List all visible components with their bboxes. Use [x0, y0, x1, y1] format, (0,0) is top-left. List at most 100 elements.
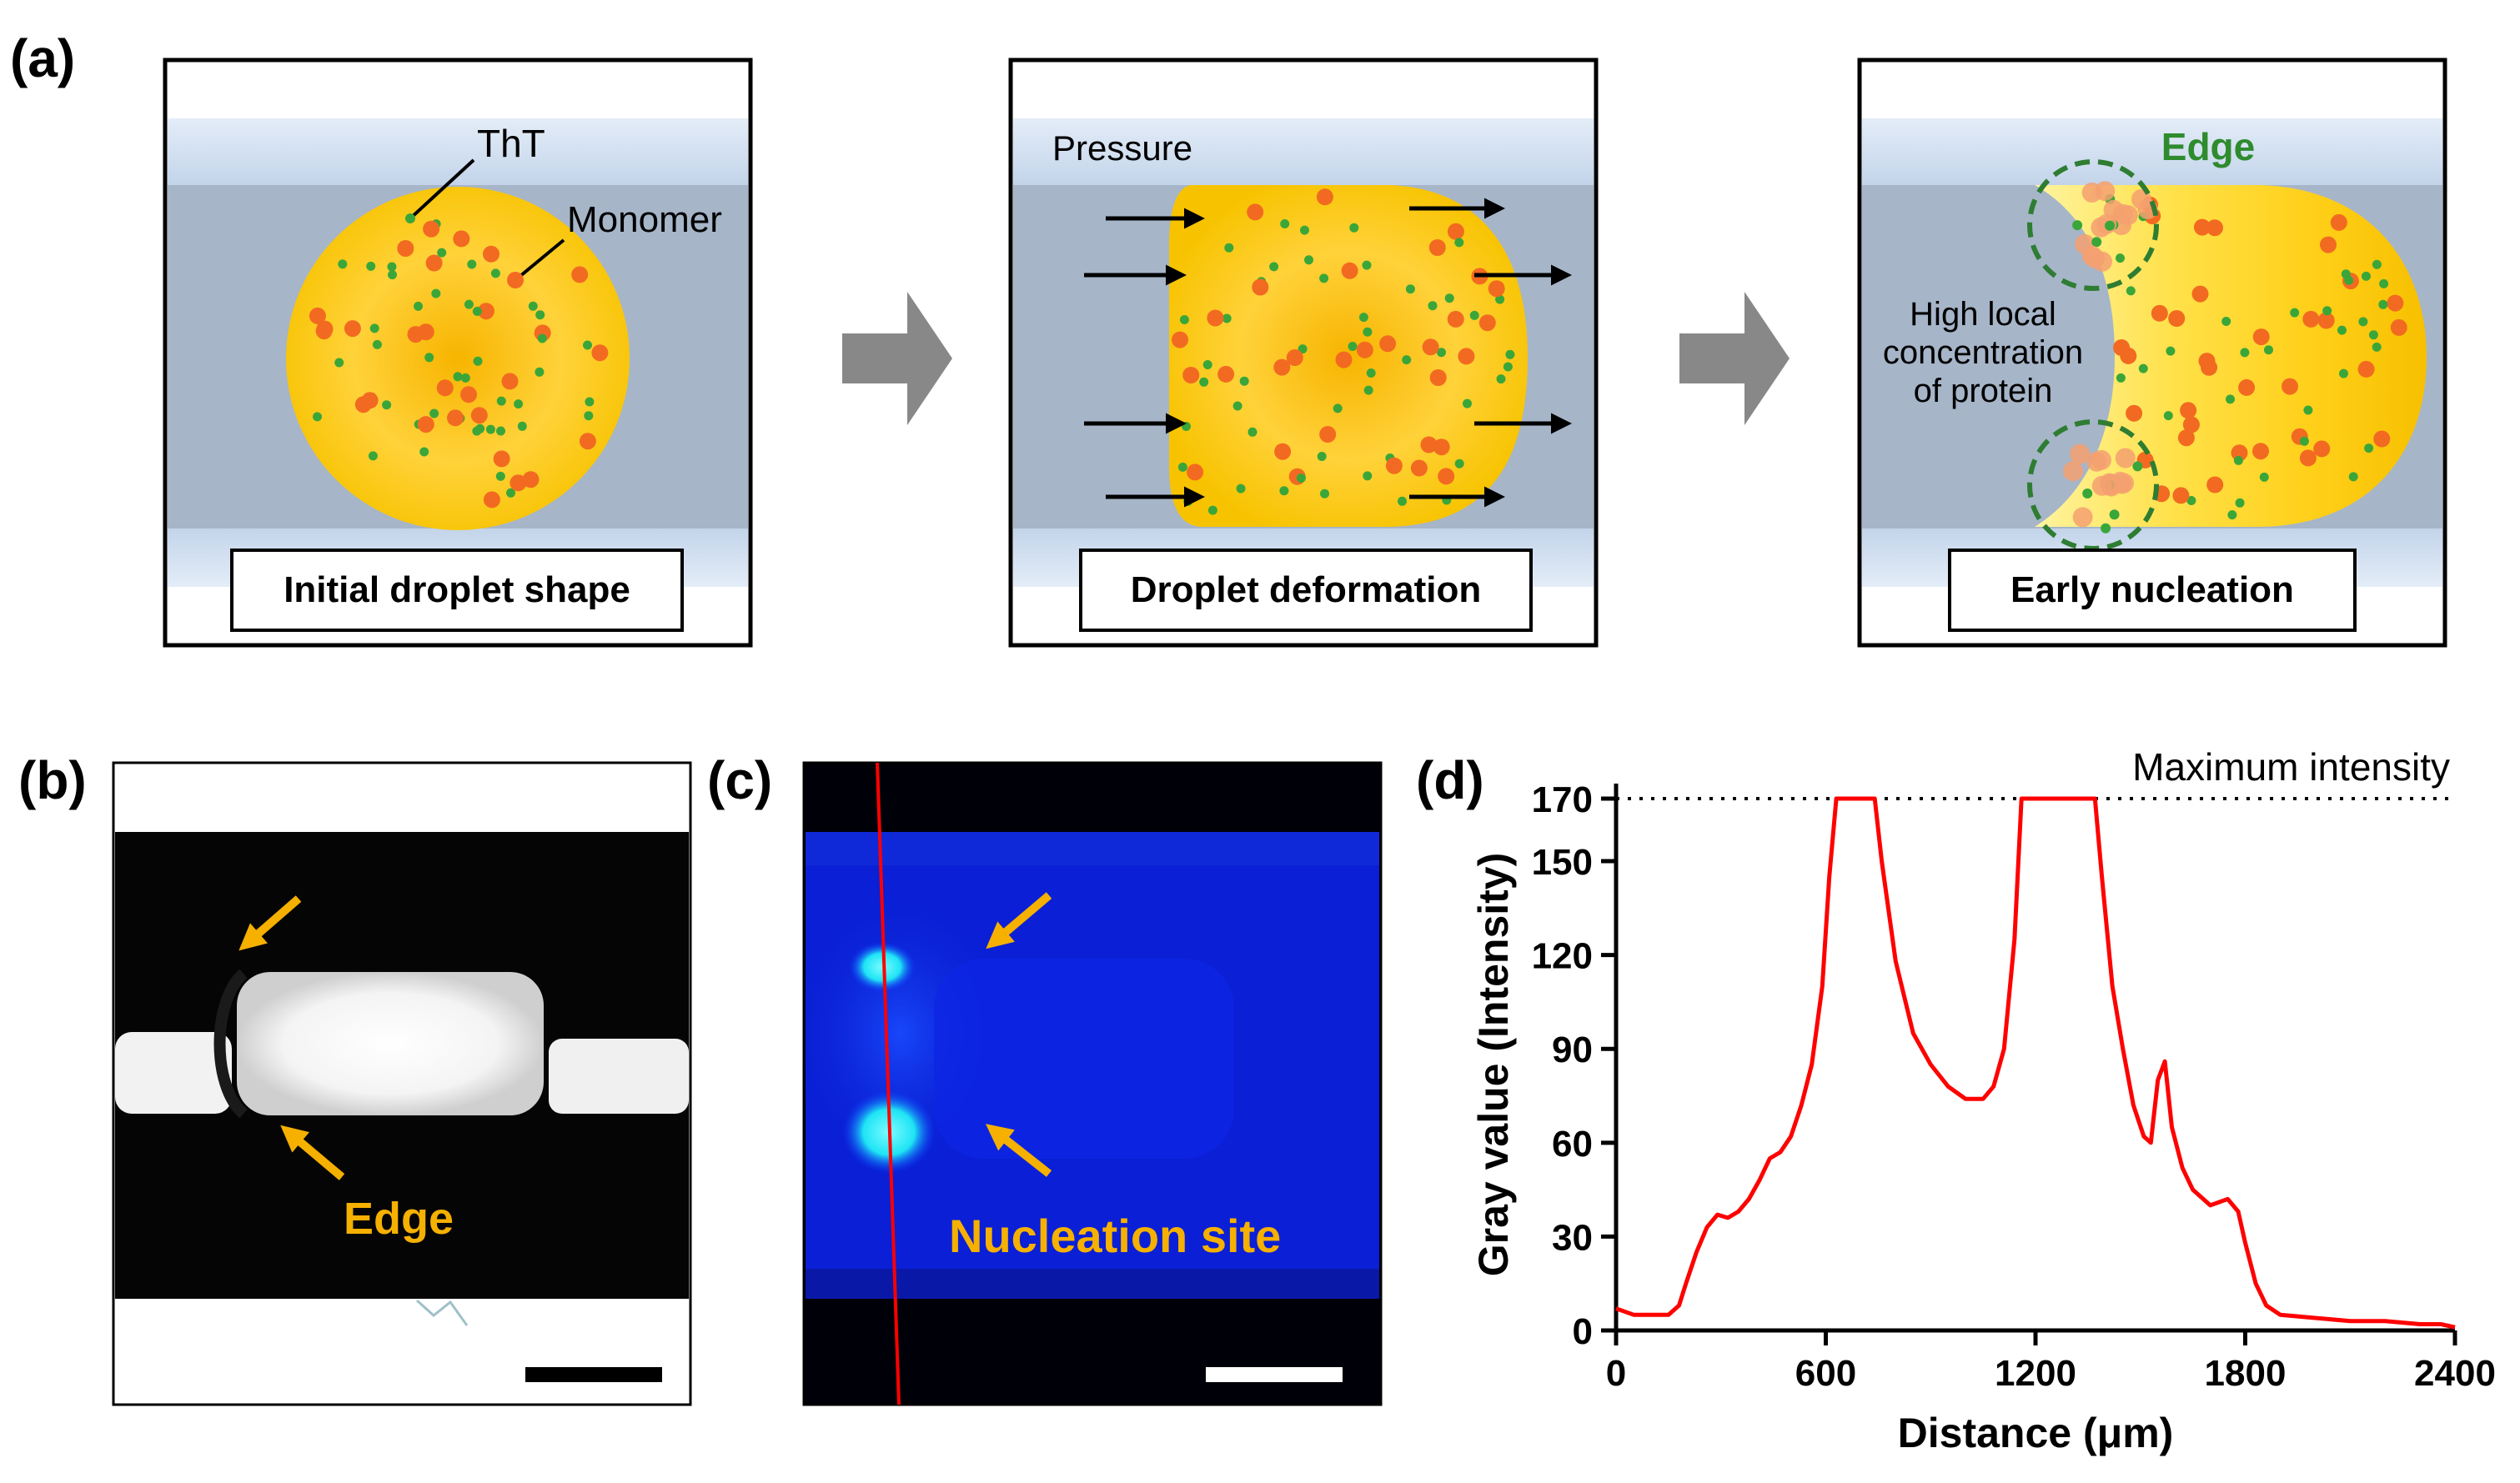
monomer-particle — [397, 240, 414, 257]
tht-particle — [1358, 313, 1368, 323]
tht-particle — [372, 339, 382, 349]
monomer-particle — [344, 320, 361, 338]
monomer-pointer — [507, 272, 524, 288]
tht-particle — [2259, 472, 2269, 482]
tht-particle — [1247, 427, 1257, 437]
tht-particle — [496, 396, 506, 406]
tht-particle — [1444, 293, 1454, 303]
aggregate-particle — [2092, 251, 2112, 272]
monomer-particle — [1207, 309, 1224, 327]
label-pressure: Pressure — [1052, 128, 1192, 168]
monomer-particle — [1187, 463, 1204, 481]
tht-particle — [429, 408, 439, 418]
tht-particle — [1363, 471, 1373, 481]
tht-particle — [2091, 237, 2102, 248]
monomer-particle — [2373, 430, 2391, 448]
tht-particle — [584, 411, 594, 421]
tht-particle — [535, 367, 545, 377]
monomer-particle — [436, 379, 454, 397]
scale-bar-c — [1206, 1367, 1343, 1382]
y-tick-label: 60 — [1552, 1124, 1593, 1165]
tht-particle — [2358, 317, 2368, 327]
tht-particle — [1232, 401, 1242, 411]
tht-particle — [1236, 483, 1246, 493]
tht-particle — [2072, 220, 2083, 231]
tht-molecule-pointer — [405, 213, 415, 223]
right-plug — [549, 1039, 689, 1114]
monomer-particle — [417, 323, 434, 341]
tht-particle — [414, 301, 423, 311]
caption-droplet-deformation: Droplet deformation — [1131, 569, 1481, 610]
monomer-particle — [483, 491, 500, 509]
y-tick-label: 90 — [1552, 1030, 1593, 1070]
monomer-particle — [2151, 304, 2168, 322]
monomer-particle — [354, 396, 372, 413]
monomer-particle — [1273, 358, 1291, 376]
tht-particle — [1348, 342, 1358, 351]
tht-particle — [1177, 462, 1187, 472]
left-plug — [115, 1032, 232, 1114]
tht-particle — [2226, 394, 2235, 404]
tht-particle — [387, 262, 397, 272]
tht-particle — [2116, 253, 2125, 263]
tht-particle — [1495, 294, 1505, 304]
x-tick-label: 1200 — [1995, 1353, 2076, 1394]
monomer-particle — [2238, 378, 2256, 396]
tht-particle — [2372, 342, 2382, 352]
caption-box-2 — [1079, 549, 1533, 632]
monomer-particle — [1341, 262, 1358, 279]
caption-box-3 — [1948, 549, 2357, 632]
tht-particle — [368, 451, 378, 461]
monomer-particle — [1172, 331, 1188, 348]
channel-wall-top — [1862, 118, 2442, 185]
monomer-particle — [2330, 213, 2347, 231]
step2-panel: Pressure Droplet deformation — [1008, 58, 1599, 648]
monomer-particle — [1385, 457, 1403, 474]
step1-panel: ThT Monomer Initial droplet shape — [163, 58, 753, 648]
monomer-particle — [315, 323, 333, 340]
tht-particle — [1319, 273, 1329, 283]
tht-particle — [495, 471, 505, 481]
tht-particle — [2166, 346, 2176, 356]
scale-bar-b — [525, 1367, 662, 1382]
tht-particle — [1202, 360, 1212, 369]
monomer-particle — [2180, 402, 2197, 419]
tht-particle — [1333, 403, 1343, 413]
x-axis-label: Distance (μm) — [1898, 1410, 2174, 1456]
tht-particle — [369, 323, 379, 333]
tht-particle — [2368, 330, 2378, 340]
monomer-particle — [1433, 438, 1450, 456]
tht-particle — [1363, 327, 1373, 337]
aggregate-particle — [2115, 448, 2136, 468]
monomer-particle — [1447, 223, 1464, 240]
tht-particle — [431, 288, 441, 298]
tht-particle — [313, 412, 322, 422]
aggregate-particle — [2072, 507, 2093, 528]
nucleation-spot-top — [849, 942, 916, 992]
aggregate-particle — [2112, 203, 2133, 224]
tht-particle — [424, 353, 434, 363]
monomer-particle — [1316, 188, 1333, 206]
monomer-particle — [1252, 278, 1269, 296]
y-tick-label: 120 — [1532, 936, 1593, 977]
droplet-edge-meniscus — [213, 969, 248, 1119]
monomer-particle — [571, 266, 589, 283]
monomer-particle — [1447, 310, 1464, 328]
tht-particle — [1454, 238, 1464, 248]
x-tick-label: 1800 — [2205, 1353, 2287, 1394]
tht-particle — [1317, 452, 1327, 461]
monomer-particle — [1420, 436, 1438, 453]
tht-particle — [485, 424, 495, 434]
tht-particle — [1320, 488, 1329, 499]
y-axis-label: Gray value (Intensity) — [1470, 853, 1517, 1277]
monomer-particle — [478, 303, 494, 320]
monomer-particle — [1428, 239, 1446, 256]
monomer-particle — [2201, 358, 2218, 376]
tht-particle — [1363, 385, 1373, 395]
tick-labels: 0 30 60 90 120 150 170 0 600 1200 1800 2400 — [1532, 779, 2496, 1394]
y-tick-label: 0 — [1573, 1311, 1593, 1352]
monomer-particle — [2390, 318, 2407, 336]
panel-label-c: (c) — [707, 750, 772, 810]
brightfield-image: Edge — [112, 761, 692, 1406]
